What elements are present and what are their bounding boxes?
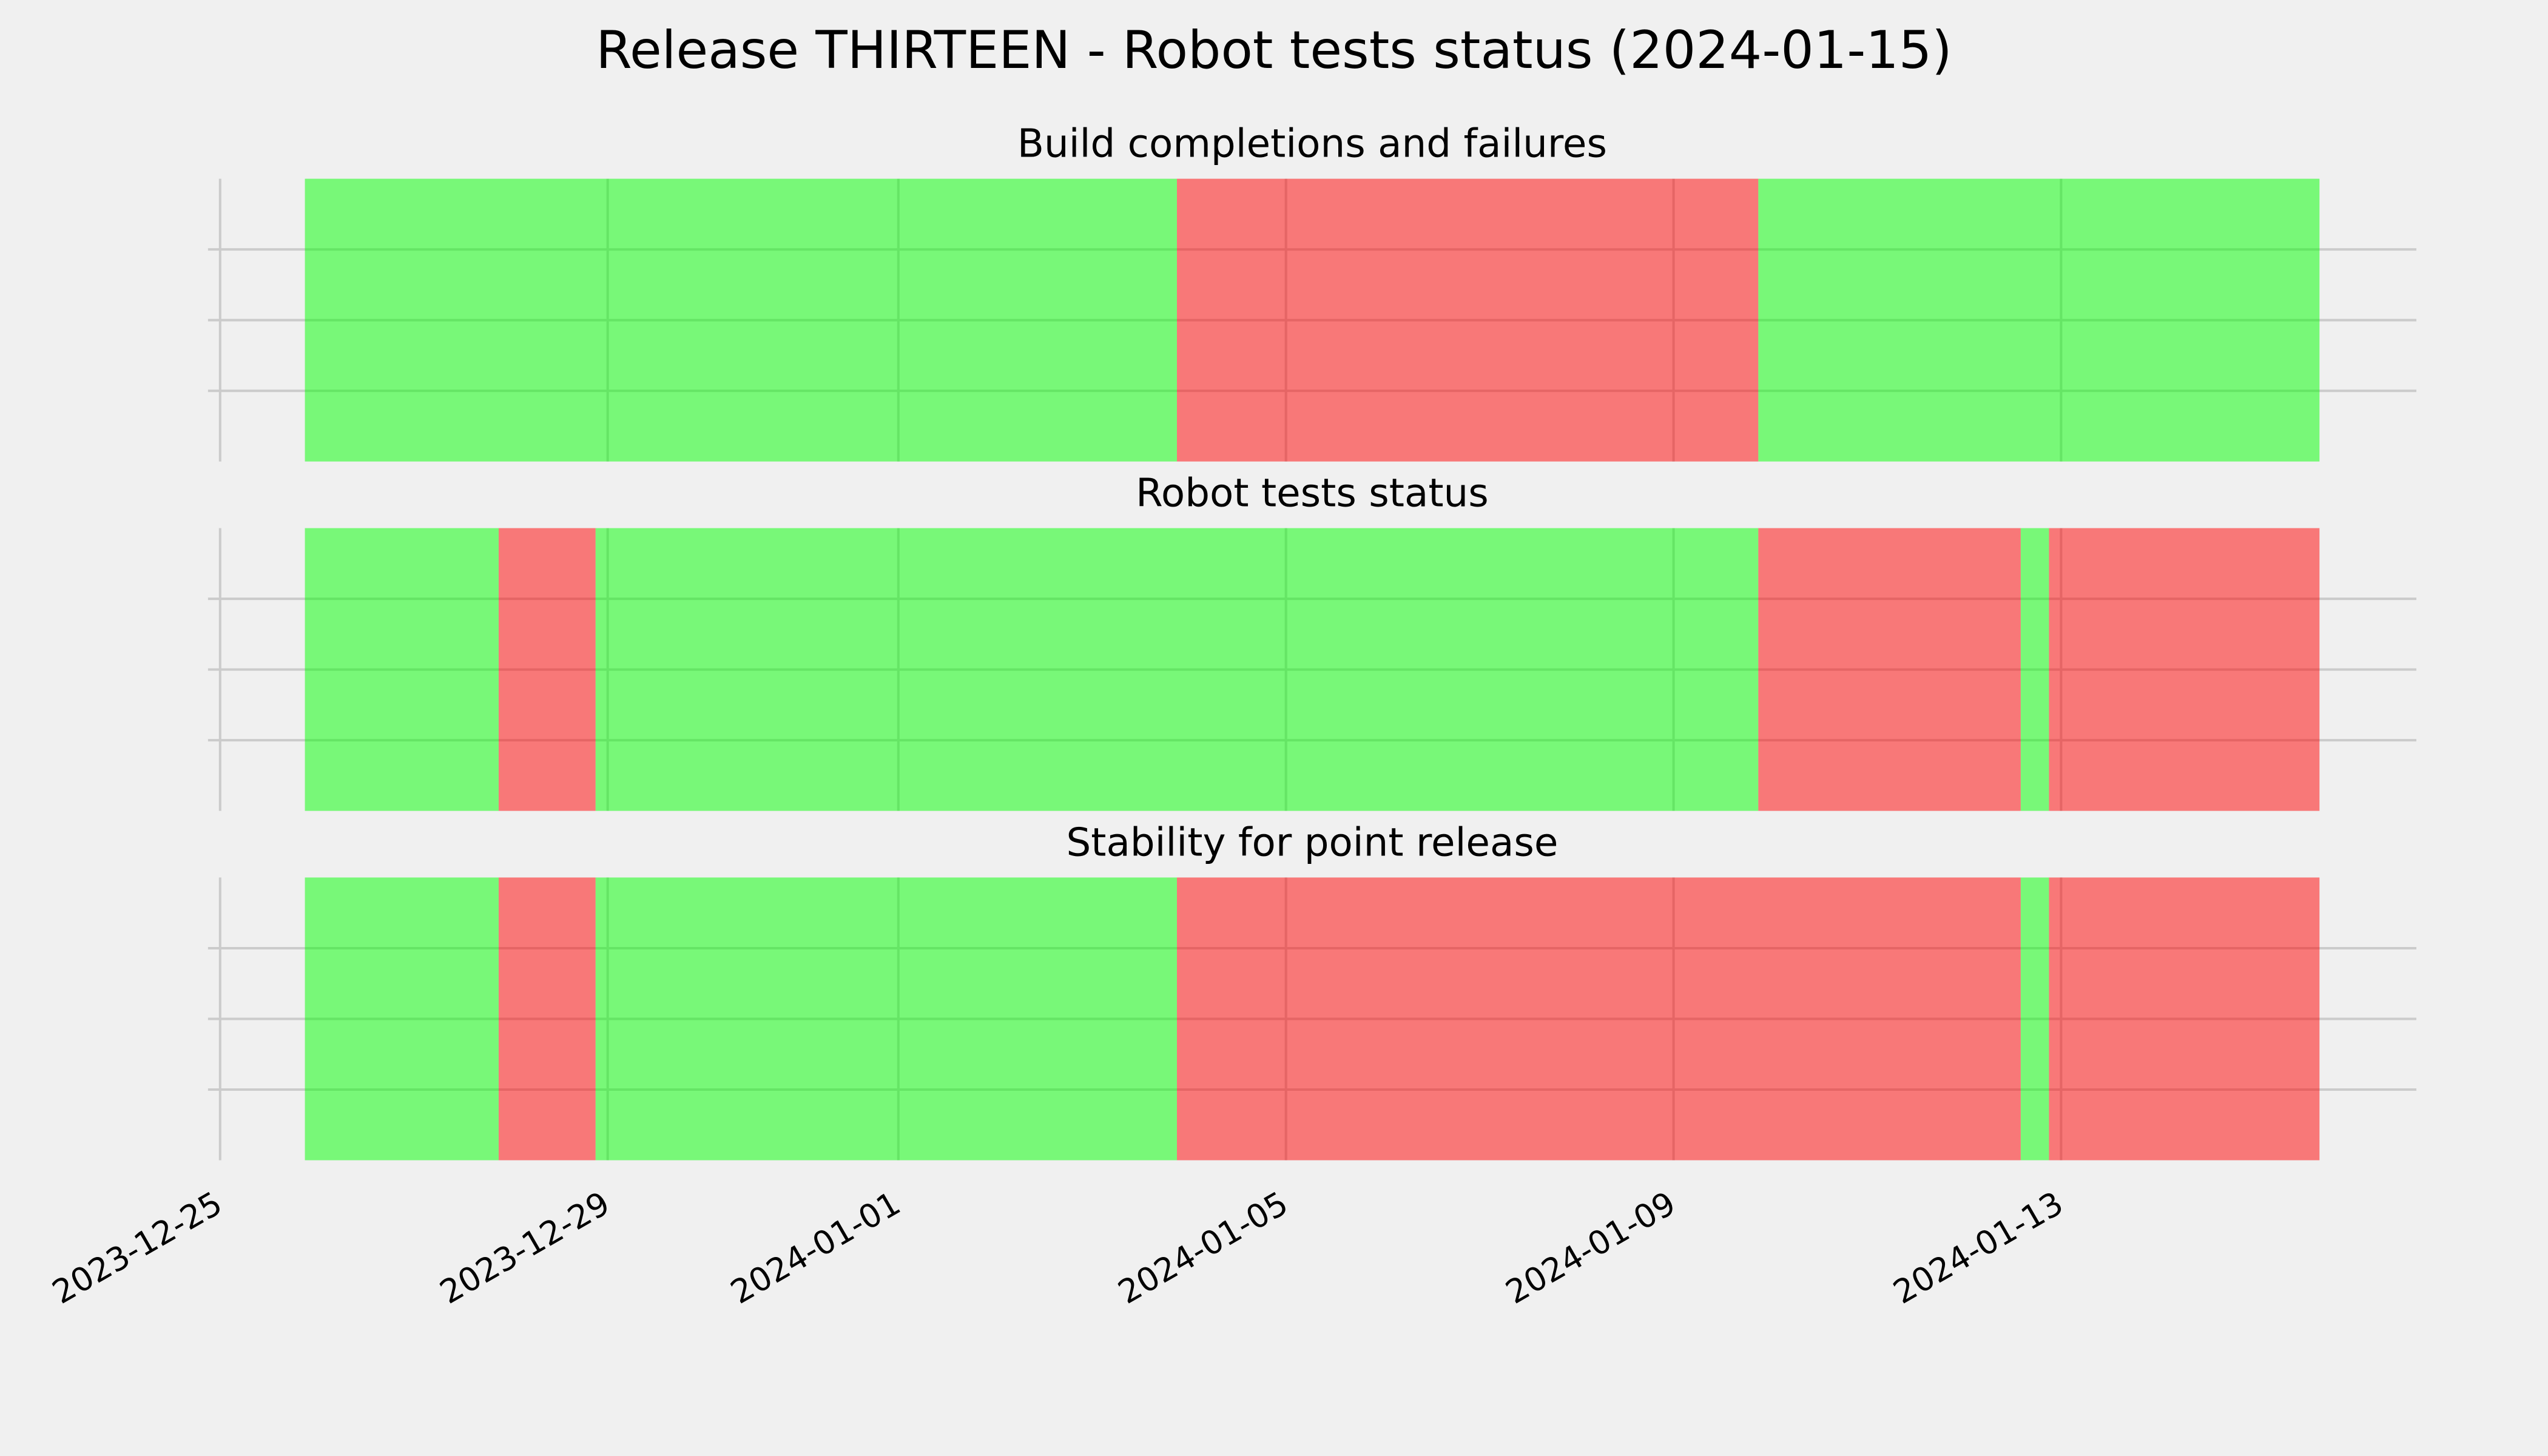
status-span: [499, 877, 596, 1161]
status-span: [1177, 178, 1759, 462]
x-tick-label: 2024-01-09: [1499, 1184, 1682, 1312]
status-span: [305, 178, 1178, 462]
status-span: [1758, 178, 2320, 462]
subplot-title: Build completions and failures: [1017, 121, 1607, 167]
status-span: [1177, 877, 2021, 1161]
status-span: [595, 877, 1178, 1161]
subplot-title: Stability for point release: [1067, 820, 1559, 865]
x-tick-label: 2023-12-25: [46, 1184, 229, 1312]
status-span: [2049, 528, 2320, 811]
status-span: [595, 528, 1759, 811]
x-tick-label: 2023-12-29: [433, 1184, 616, 1312]
x-tick-label: 2024-01-13: [1887, 1184, 2069, 1312]
status-span: [2020, 877, 2049, 1161]
status-span: [305, 528, 499, 811]
status-span: [2049, 877, 2320, 1161]
status-span: [2020, 528, 2049, 811]
figure-title: Release THIRTEEN - Robot tests status (2…: [596, 20, 1952, 81]
status-span: [305, 877, 499, 1161]
status-span: [499, 528, 596, 811]
subplot-title: Robot tests status: [1136, 471, 1489, 516]
status-span: [1758, 528, 2021, 811]
x-tick-label: 2024-01-05: [1111, 1184, 1294, 1312]
x-tick-label: 2024-01-01: [724, 1184, 907, 1312]
